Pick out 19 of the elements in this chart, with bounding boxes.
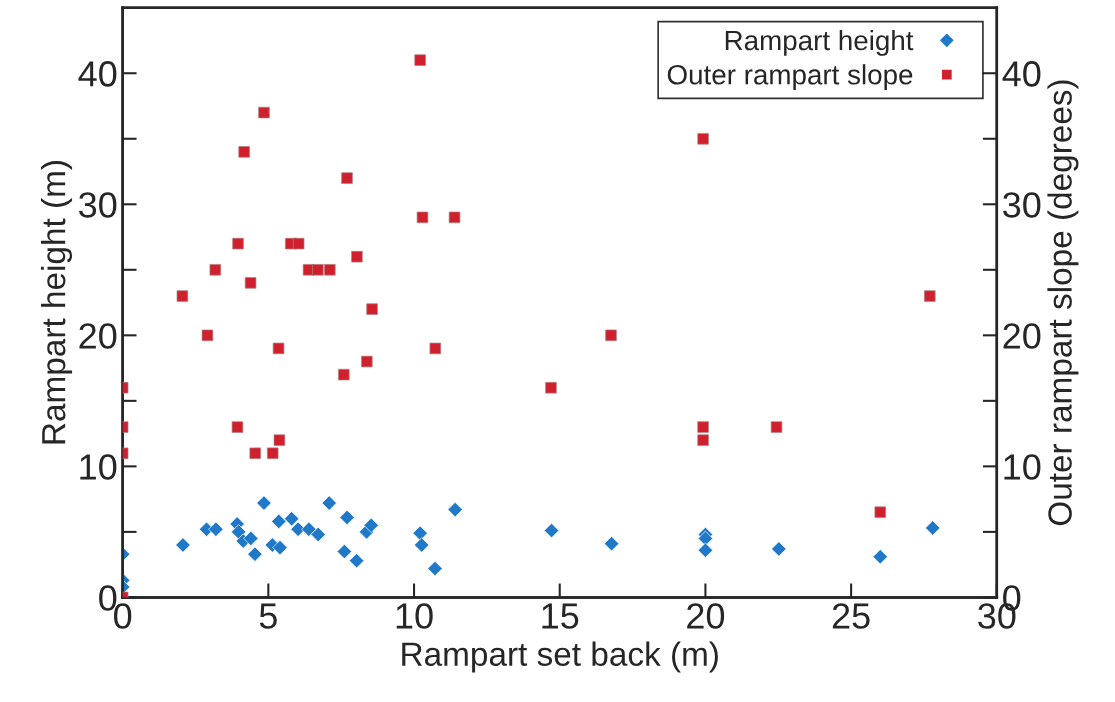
x-tick-label: 5	[259, 603, 277, 629]
x-tick-label: 25	[832, 603, 870, 629]
y2-tick-label: 40	[1002, 61, 1041, 87]
y-tick-label: 10	[80, 454, 117, 480]
legend-label: Rampart height	[725, 29, 914, 56]
x-tick-label: 20	[687, 603, 725, 629]
legend-label: Outer rampart slope	[667, 64, 913, 91]
point	[336, 543, 353, 560]
y-tick-label: 40	[78, 61, 117, 87]
y2-tick-label: 20	[1003, 323, 1041, 349]
y-tick-label: 30	[79, 192, 117, 218]
x-axis-title: Rampart set back (m)	[402, 641, 718, 673]
y-tick-label: 20	[79, 323, 117, 349]
y2-axis-title: Outer rampart slope (degrees)	[1047, 80, 1079, 526]
x-tick-label: 10	[396, 603, 433, 629]
x-tick-label: 15	[542, 603, 579, 629]
y2-tick-label: 30	[1003, 192, 1041, 218]
y2-tick-label: 10	[1004, 454, 1041, 480]
y-axis-title: Rampart height (m)	[41, 161, 73, 444]
